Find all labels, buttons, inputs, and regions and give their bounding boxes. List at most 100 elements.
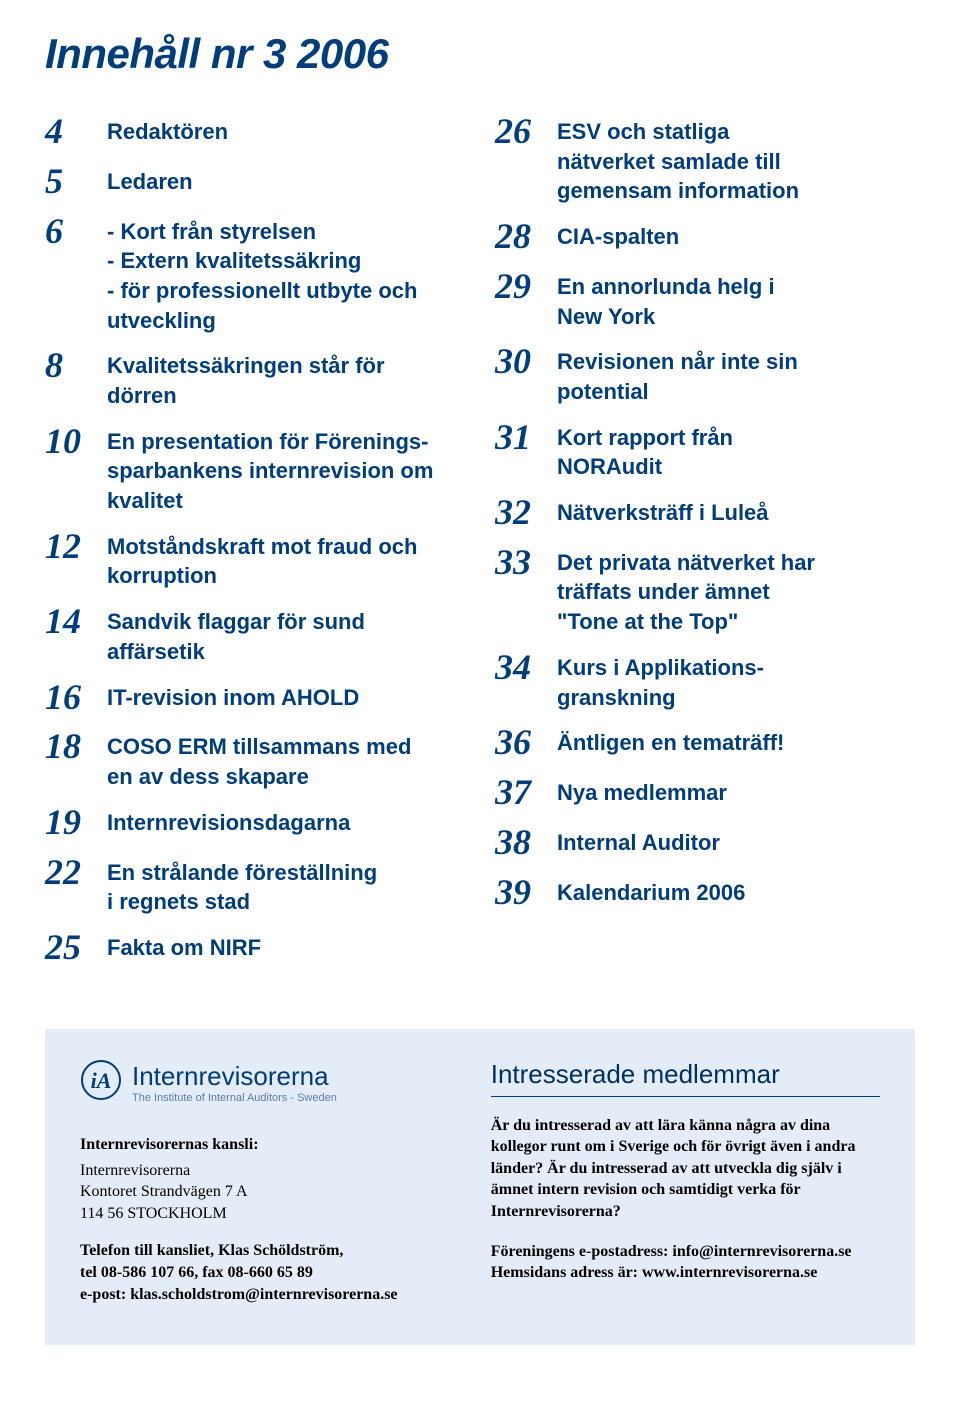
toc-line: - för professionellt utbyte och <box>107 276 417 306</box>
toc-number: 28 <box>495 218 557 256</box>
toc-text: En strålande föreställningi regnets stad <box>107 854 377 917</box>
toc-item: 22En strålande föreställningi regnets st… <box>45 854 465 917</box>
toc-line: Fakta om NIRF <box>107 933 261 963</box>
toc-line: En presentation för Förenings- <box>107 427 433 457</box>
toc-number: 19 <box>45 804 107 842</box>
toc-line: kvalitet <box>107 486 433 516</box>
toc-line: COSO ERM tillsammans med <box>107 732 411 762</box>
table-of-contents: 4Redaktören 5Ledaren 6- Kort från styrelse… <box>45 113 915 979</box>
toc-text: Motståndskraft mot fraud ochkorruption <box>107 528 417 591</box>
kansli-line: Kontoret Strandvägen 7 A <box>80 1183 248 1200</box>
toc-item: 37Nya medlemmar <box>495 774 915 812</box>
toc-line: Kurs i Applikations- <box>557 653 764 683</box>
toc-item: 8Kvalitetssäkringen står fördörren <box>45 347 465 410</box>
toc-item: 29En annorlunda helg iNew York <box>495 268 915 331</box>
toc-item: 5Ledaren <box>45 163 465 201</box>
toc-number: 39 <box>495 874 557 912</box>
toc-line: Motståndskraft mot fraud och <box>107 532 417 562</box>
kansli-tel-line: e-post: klas.scholdstrom@internrevisorer… <box>80 1286 398 1303</box>
toc-item: 10En presentation för Förenings-sparbank… <box>45 423 465 516</box>
toc-number: 25 <box>45 929 107 967</box>
toc-text: Nya medlemmar <box>557 774 727 808</box>
members-paragraph-2: Föreningens e-postadress: info@internrev… <box>491 1241 880 1284</box>
toc-text: En annorlunda helg iNew York <box>557 268 775 331</box>
toc-line: Kort rapport från <box>557 423 733 453</box>
toc-text: Ledaren <box>107 163 193 197</box>
toc-column-left: 4Redaktören 5Ledaren 6- Kort från styrelse… <box>45 113 465 979</box>
toc-line: dörren <box>107 381 385 411</box>
toc-item: 32Nätverksträff i Luleå <box>495 494 915 532</box>
kansli-tel-line: Telefon till kansliet, Klas Schöldström, <box>80 1242 343 1259</box>
toc-line: granskning <box>557 683 764 713</box>
toc-line: NORAudit <box>557 452 733 482</box>
toc-line: CIA-spalten <box>557 222 679 252</box>
kansli-line: Internrevisorerna <box>80 1162 190 1179</box>
toc-text: Internrevisionsdagarna <box>107 804 350 838</box>
toc-line: Internal Auditor <box>557 828 720 858</box>
toc-line: en av dess skapare <box>107 762 411 792</box>
toc-number: 18 <box>45 728 107 766</box>
toc-line: gemensam information <box>557 176 799 206</box>
toc-text: Det privata nätverket harträffats under … <box>557 544 815 637</box>
toc-line: - Kort från styrelsen <box>107 217 417 247</box>
toc-number: 26 <box>495 113 557 151</box>
toc-text: - Kort från styrelsen- Extern kvalitetss… <box>107 213 417 336</box>
toc-line: IT-revision inom AHOLD <box>107 683 359 713</box>
kansli-contact: Telefon till kansliet, Klas Schöldström,… <box>80 1240 451 1305</box>
toc-line: sparbankens internrevision om <box>107 456 433 486</box>
toc-item: 36Äntligen en tematräff! <box>495 724 915 762</box>
logo-text-main: Internrevisorerna <box>132 1061 337 1092</box>
toc-line: En annorlunda helg i <box>557 272 775 302</box>
toc-line: - Extern kvalitetssäkring <box>107 246 417 276</box>
svg-text:iA: iA <box>91 1068 112 1093</box>
toc-line: nätverket samlade till <box>557 147 799 177</box>
toc-number: 37 <box>495 774 557 812</box>
members-web-line: Hemsidans adress är: www.internrevisorer… <box>491 1264 818 1281</box>
toc-text: Kort rapport frånNORAudit <box>557 419 733 482</box>
toc-number: 36 <box>495 724 557 762</box>
toc-item: 19Internrevisionsdagarna <box>45 804 465 842</box>
toc-number: 6 <box>45 213 107 251</box>
toc-text: Sandvik flaggar för sundaffärsetik <box>107 603 365 666</box>
toc-number: 32 <box>495 494 557 532</box>
logo-text-sub: The Institute of Internal Auditors - Swe… <box>132 1092 337 1104</box>
toc-line: Nätverksträff i Luleå <box>557 498 769 528</box>
footer-left: iA Internrevisorerna The Institute of In… <box>80 1059 451 1306</box>
members-heading: Intresserade medlemmar <box>491 1059 880 1097</box>
toc-text: Redaktören <box>107 113 228 147</box>
toc-number: 31 <box>495 419 557 457</box>
toc-line: affärsetik <box>107 637 365 667</box>
kansli-line: 114 56 STOCKHOLM <box>80 1205 227 1222</box>
toc-text: Kalendarium 2006 <box>557 874 745 908</box>
toc-item: 33Det privata nätverket harträffats unde… <box>495 544 915 637</box>
kansli-tel-line: tel 08-586 107 66, fax 08-660 65 89 <box>80 1264 313 1281</box>
toc-text: ESV och statliganätverket samlade tillge… <box>557 113 799 206</box>
toc-line: Kalendarium 2006 <box>557 878 745 908</box>
toc-number: 30 <box>495 343 557 381</box>
toc-item: 28CIA-spalten <box>495 218 915 256</box>
toc-line: Internrevisionsdagarna <box>107 808 350 838</box>
toc-item: 39Kalendarium 2006 <box>495 874 915 912</box>
toc-item: 14Sandvik flaggar för sundaffärsetik <box>45 603 465 666</box>
toc-item: 4Redaktören <box>45 113 465 151</box>
toc-line: Ledaren <box>107 167 193 197</box>
toc-text: En presentation för Förenings-sparbanken… <box>107 423 433 516</box>
toc-line: i regnets stad <box>107 887 377 917</box>
toc-line: utveckling <box>107 306 417 336</box>
toc-line: Nya medlemmar <box>557 778 727 808</box>
toc-text: Äntligen en tematräff! <box>557 724 784 758</box>
toc-number: 10 <box>45 423 107 461</box>
toc-text: CIA-spalten <box>557 218 679 252</box>
toc-number: 29 <box>495 268 557 306</box>
toc-text: Kvalitetssäkringen står fördörren <box>107 347 385 410</box>
toc-column-right: 26ESV och statliganätverket samlade till… <box>495 113 915 979</box>
toc-line: Revisionen når inte sin <box>557 347 798 377</box>
toc-item: 12Motståndskraft mot fraud ochkorruption <box>45 528 465 591</box>
toc-number: 34 <box>495 649 557 687</box>
toc-item: 34Kurs i Applikations-granskning <box>495 649 915 712</box>
toc-number: 14 <box>45 603 107 641</box>
toc-item: 31Kort rapport frånNORAudit <box>495 419 915 482</box>
toc-number: 8 <box>45 347 107 385</box>
toc-line: träffats under ämnet <box>557 577 815 607</box>
toc-line: Kvalitetssäkringen står för <box>107 351 385 381</box>
